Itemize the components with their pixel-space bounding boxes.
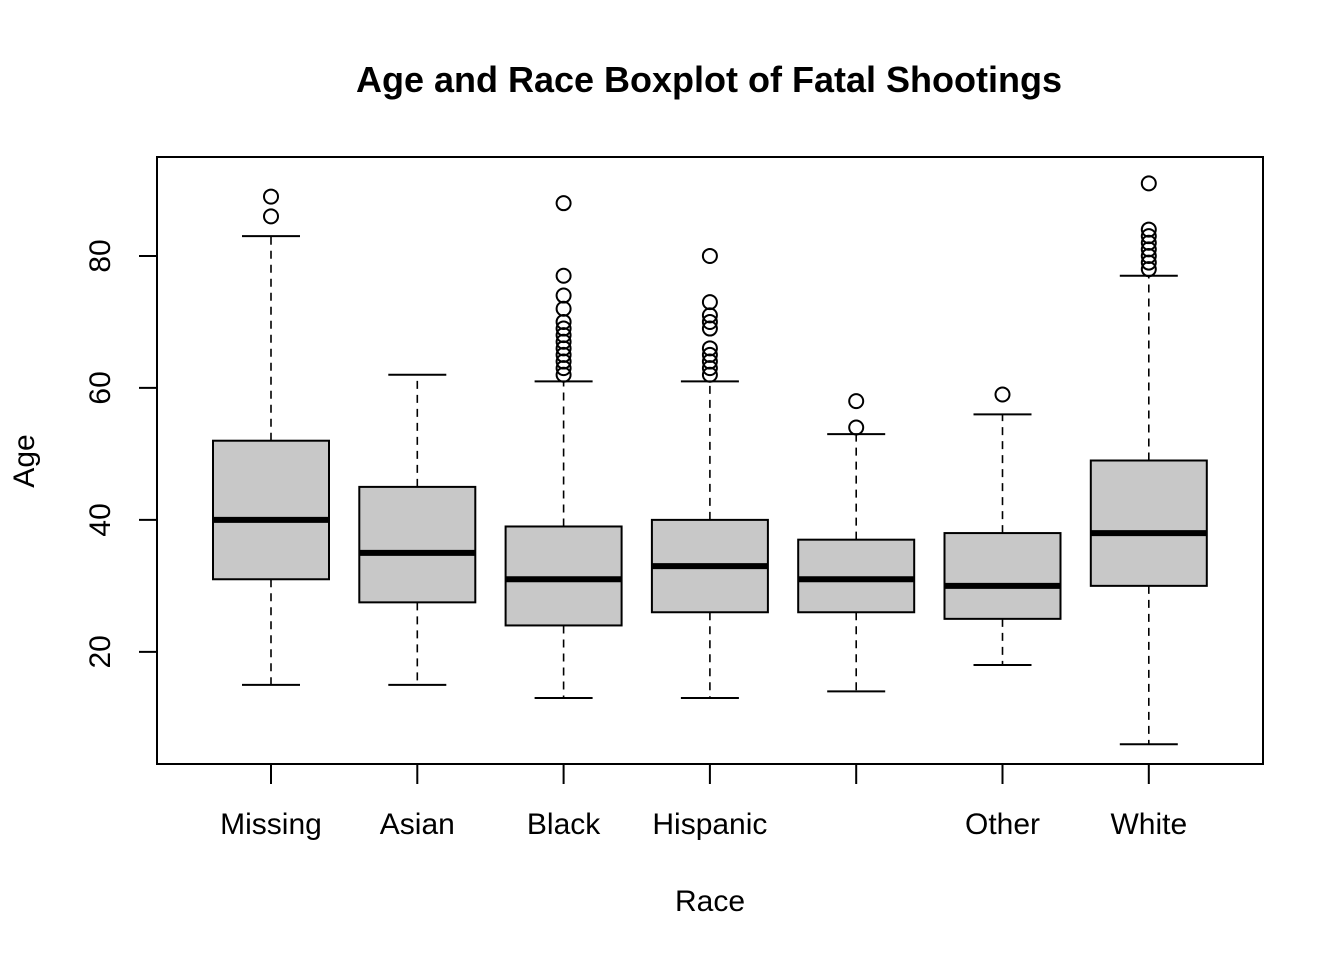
x-tick-label: Other	[965, 808, 1040, 841]
box-unlabeled	[797, 393, 916, 693]
outlier-point	[1140, 228, 1157, 245]
x-tick-label: Black	[527, 808, 601, 841]
box-black	[504, 195, 623, 700]
iqr-box	[1089, 459, 1208, 587]
outlier-point	[555, 320, 572, 337]
y-tick-label: 60	[84, 371, 117, 404]
outlier-point	[848, 393, 865, 410]
outlier-point	[701, 340, 718, 357]
outlier-point	[848, 419, 865, 436]
x-tick-label: Asian	[380, 808, 455, 841]
x-axis: Missing Asian Black Hispanic Other White	[220, 764, 1187, 841]
x-tick-label: Missing	[220, 808, 322, 841]
iqr-box	[358, 485, 477, 604]
boxes-layer	[212, 175, 1208, 746]
y-axis: 20 40 60 80	[84, 239, 158, 669]
box-white	[1089, 175, 1208, 746]
outlier-point	[555, 300, 572, 317]
outlier-point	[701, 313, 718, 330]
y-tick-label: 80	[84, 239, 117, 272]
outlier-point	[701, 247, 718, 264]
chart-title: Age and Race Boxplot of Fatal Shootings	[356, 59, 1062, 100]
x-axis-label: Race	[675, 885, 745, 918]
outlier-point	[701, 294, 718, 311]
outlier-point	[263, 208, 279, 225]
x-tick-label: Hispanic	[652, 808, 767, 841]
box-missing	[212, 188, 330, 686]
outlier-point	[555, 267, 572, 284]
box-hispanic	[650, 247, 769, 700]
outlier-point	[994, 386, 1011, 403]
outlier-point	[1140, 221, 1157, 238]
x-tick-label: White	[1110, 808, 1187, 841]
outlier-point	[555, 287, 572, 304]
iqr-box	[797, 538, 916, 614]
outlier-point	[263, 188, 279, 205]
y-tick-label: 20	[84, 635, 117, 668]
outlier-point	[701, 346, 718, 363]
iqr-box	[943, 532, 1062, 620]
iqr-box	[504, 525, 623, 627]
y-axis-label: Age	[8, 434, 41, 487]
iqr-box	[212, 439, 330, 581]
y-tick-label: 40	[84, 503, 117, 536]
box-other	[943, 386, 1062, 667]
box-asian	[358, 373, 477, 686]
outlier-point	[1140, 175, 1157, 192]
outlier-point	[555, 195, 572, 212]
